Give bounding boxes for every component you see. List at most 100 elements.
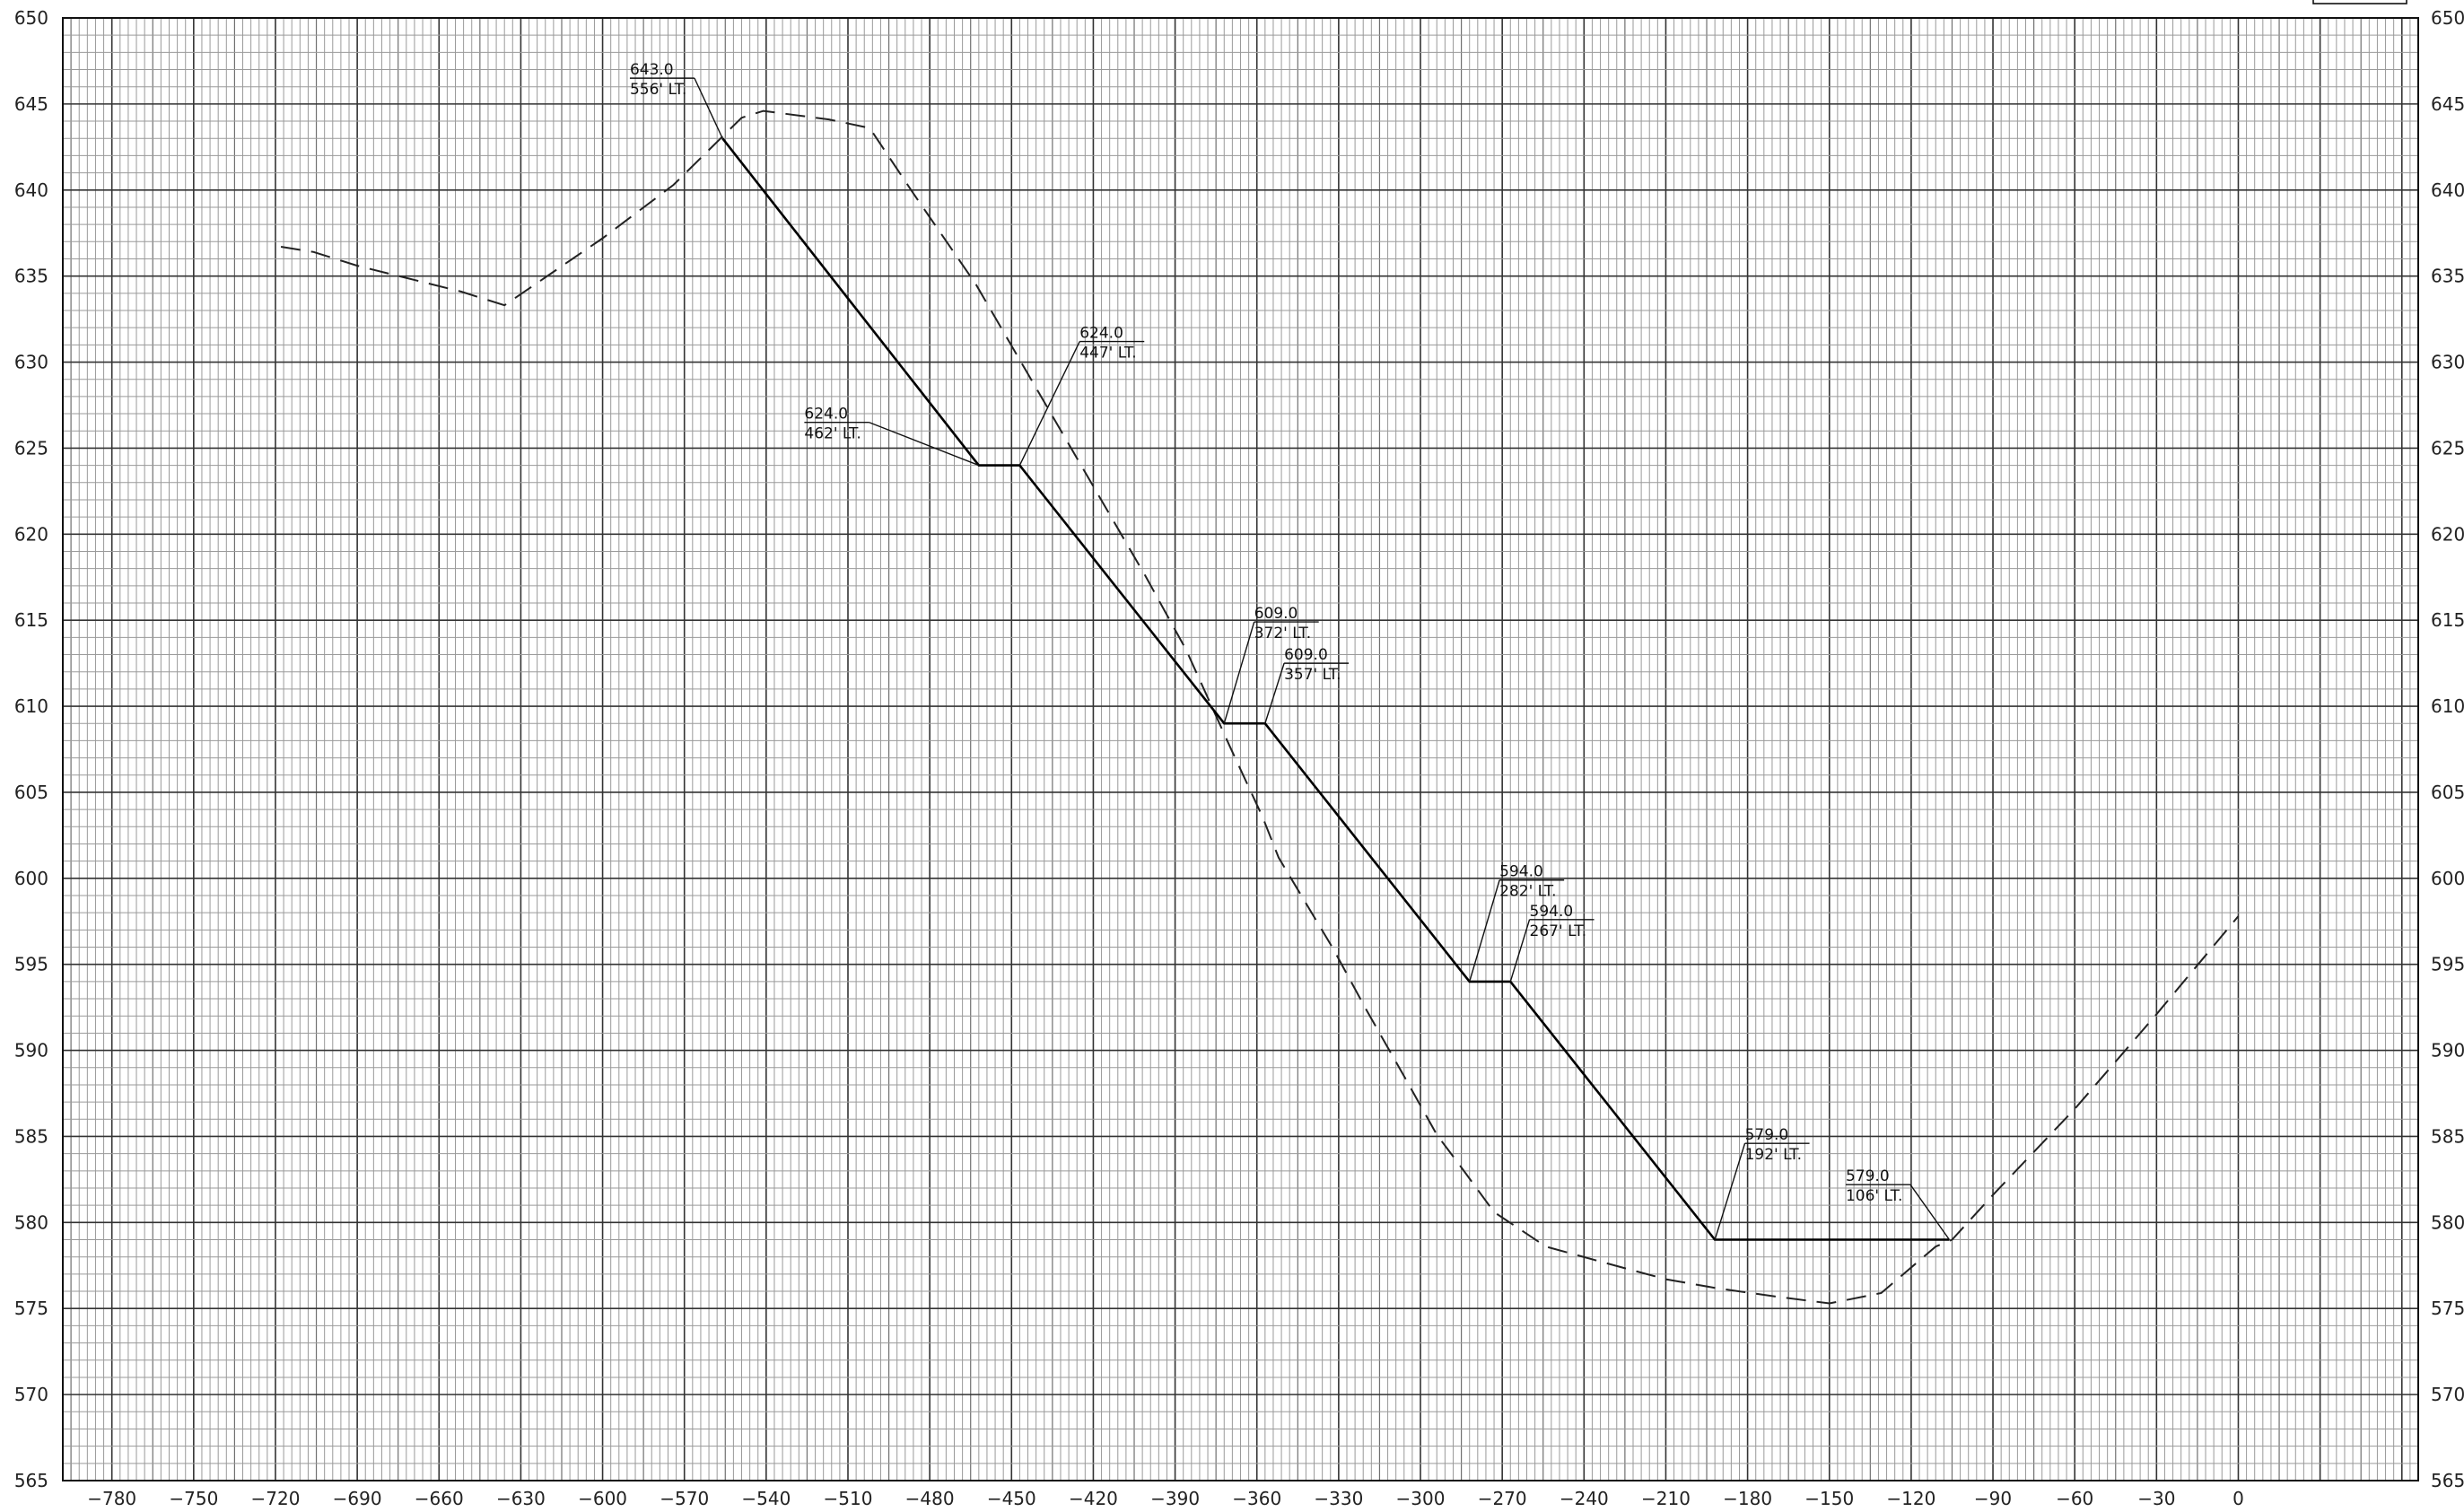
y-tick-label-right: 645 — [2431, 93, 2464, 115]
y-tick-label-left: 610 — [14, 695, 48, 717]
annotation-offset: 192' LT. — [1745, 1146, 1802, 1164]
annotation-elevation: 624.0 — [804, 406, 848, 424]
x-tick-label: −300 — [1396, 1488, 1446, 1509]
x-tick-label: −600 — [578, 1488, 627, 1509]
x-tick-label: −60 — [2056, 1488, 2093, 1509]
annotation-leader — [869, 421, 980, 467]
y-tick-label-left: 620 — [14, 523, 48, 545]
y-tick-label-left: 650 — [14, 7, 48, 29]
y-tick-label-right: 620 — [2431, 523, 2464, 545]
x-tick-label: −120 — [1886, 1488, 1935, 1509]
x-tick-label: −90 — [1974, 1488, 2012, 1509]
annotation-offset: 267' LT. — [1530, 922, 1586, 940]
y-tick-label-right: 650 — [2431, 7, 2464, 29]
annotation-leader — [1223, 621, 1255, 724]
annotation: 609.0 372' LT. — [1223, 605, 1319, 724]
x-tick-label: −270 — [1478, 1488, 1527, 1509]
annotation-leader — [1469, 879, 1500, 983]
y-tick-label-left: 625 — [14, 437, 48, 459]
y-tick-label-left: 580 — [14, 1211, 48, 1233]
annotation: 609.0 357' LT. — [1264, 646, 1350, 724]
x-tick-label: −180 — [1723, 1488, 1772, 1509]
y-tick-label-right: 635 — [2431, 266, 2464, 287]
y-tick-label-left: 615 — [14, 609, 48, 631]
annotation-leader — [694, 77, 723, 139]
y-tick-label-left: 645 — [14, 93, 48, 115]
annotation-offset: 282' LT. — [1499, 883, 1556, 901]
x-tick-label: −630 — [496, 1488, 546, 1509]
y-tick-label-right: 625 — [2431, 437, 2464, 459]
x-tick-label: −690 — [333, 1488, 382, 1509]
x-tick-label: −780 — [87, 1488, 136, 1509]
y-tick-label-left: 630 — [14, 352, 48, 373]
corner-box — [2312, 0, 2407, 4]
annotation-elevation: 609.0 — [1254, 605, 1298, 623]
existing-ground-line — [280, 109, 2240, 1305]
annotation: 624.0 447' LT. — [1018, 325, 1145, 466]
plot-frame — [62, 17, 2419, 1481]
x-tick-label: −750 — [169, 1488, 218, 1509]
annotation-elevation: 594.0 — [1499, 863, 1543, 881]
y-tick-label-left: 585 — [14, 1125, 48, 1147]
x-tick-label: −150 — [1804, 1488, 1854, 1509]
x-tick-label: −420 — [1069, 1488, 1118, 1509]
annotation-offset: 556' LT. — [630, 81, 686, 99]
y-tick-label-left: 570 — [14, 1384, 48, 1405]
annotation-leader — [1018, 341, 1080, 466]
y-tick-label-right: 615 — [2431, 609, 2464, 631]
x-tick-label: −720 — [251, 1488, 301, 1509]
tick-labels: −780 −750 −720 −690 −660 −630 −600 −570 −540 −510… — [14, 7, 2464, 1509]
y-tick-label-left: 590 — [14, 1040, 48, 1062]
annotation-elevation: 643.0 — [630, 61, 674, 79]
x-tick-label: −570 — [660, 1488, 709, 1509]
annotation-elevation: 594.0 — [1530, 903, 1574, 921]
x-tick-label: −240 — [1560, 1488, 1609, 1509]
annotation-leader — [1714, 1142, 1746, 1240]
annotation-leader — [1264, 662, 1285, 724]
annotation: 579.0 106' LT. — [1845, 1167, 1951, 1240]
y-tick-label-left: 595 — [14, 954, 48, 975]
y-tick-label-right: 570 — [2431, 1384, 2464, 1405]
y-tick-label-left: 605 — [14, 782, 48, 803]
x-tick-label: −30 — [2137, 1488, 2175, 1509]
y-tick-label-left: 640 — [14, 179, 48, 201]
y-tick-label-right: 580 — [2431, 1211, 2464, 1233]
annotation-elevation: 624.0 — [1079, 325, 1123, 343]
y-tick-label-right: 565 — [2431, 1470, 2464, 1491]
annotation: 594.0 282' LT. — [1469, 863, 1565, 983]
x-tick-label: −660 — [415, 1488, 464, 1509]
x-tick-label: −390 — [1150, 1488, 1200, 1509]
grid — [62, 17, 2419, 1481]
annotation-offset: 106' LT. — [1846, 1187, 1902, 1205]
y-tick-label-right: 600 — [2431, 868, 2464, 889]
y-tick-label-right: 630 — [2431, 352, 2464, 373]
annotation: 643.0 556' LT. — [629, 61, 723, 139]
y-tick-label-right: 610 — [2431, 695, 2464, 717]
x-tick-label: −360 — [1232, 1488, 1281, 1509]
y-tick-label-right: 585 — [2431, 1125, 2464, 1147]
annotation-offset: 357' LT. — [1284, 666, 1341, 684]
x-tick-label: 0 — [2232, 1488, 2244, 1509]
x-tick-label: −450 — [987, 1488, 1036, 1509]
annotation: 579.0 192' LT. — [1714, 1126, 1810, 1240]
x-tick-label: −510 — [824, 1488, 873, 1509]
x-tick-label: −540 — [741, 1488, 791, 1509]
y-tick-label-right: 590 — [2431, 1040, 2464, 1062]
y-tick-label-right: 575 — [2431, 1298, 2464, 1319]
y-tick-label-left: 600 — [14, 868, 48, 889]
annotation-offset: 447' LT. — [1079, 345, 1136, 363]
annotation-elevation: 579.0 — [1846, 1167, 1890, 1185]
x-tick-label: −210 — [1641, 1488, 1691, 1509]
annotation-offset: 372' LT. — [1254, 625, 1311, 642]
x-tick-label: −330 — [1314, 1488, 1363, 1509]
annotation-elevation: 579.0 — [1745, 1126, 1789, 1144]
y-tick-label-left: 635 — [14, 266, 48, 287]
x-tick-label: −480 — [905, 1488, 955, 1509]
y-tick-label-left: 575 — [14, 1298, 48, 1319]
y-tick-label-right: 605 — [2431, 782, 2464, 803]
y-tick-label-left: 565 — [14, 1470, 48, 1491]
